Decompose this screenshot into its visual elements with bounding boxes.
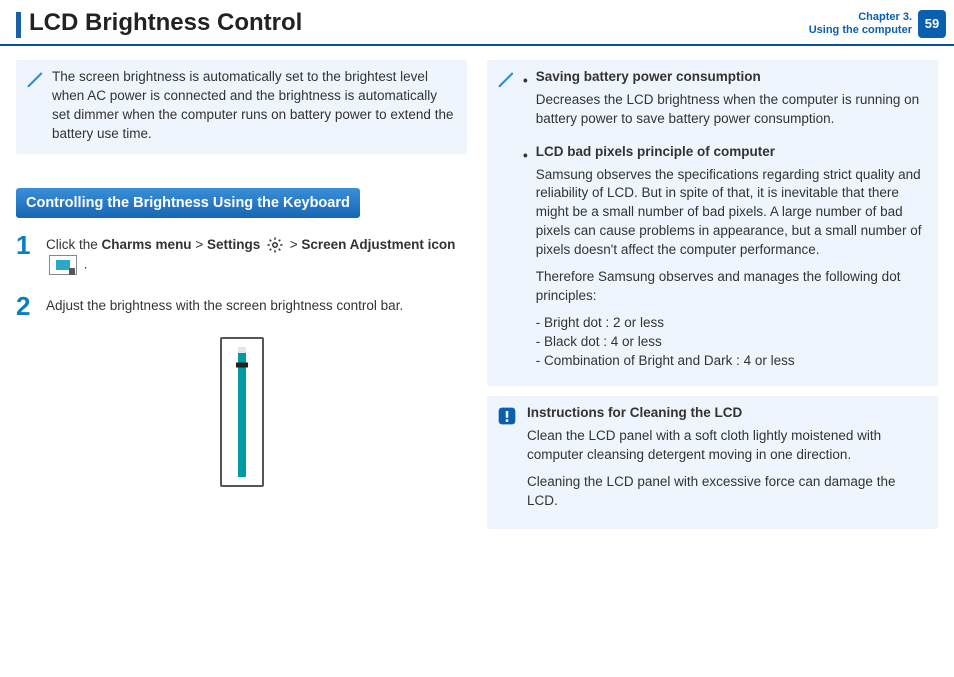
item1-title: Saving battery power consumption: [536, 69, 761, 84]
item2-d3: - Combination of Bright and Dark : 4 or …: [536, 352, 928, 371]
title-accent-bar: [16, 12, 21, 38]
bullet-body: Saving battery power consumption Decreas…: [536, 68, 928, 137]
bullet-body: LCD bad pixels principle of computer Sam…: [536, 143, 928, 371]
warn-body2: Cleaning the LCD panel with excessive fo…: [527, 473, 928, 511]
step-number-1: 1: [16, 232, 36, 275]
step1-post: .: [80, 256, 88, 271]
warn-content: Instructions for Cleaning the LCD Clean …: [527, 404, 928, 518]
item2-body2: Therefore Samsung observes and manages t…: [536, 268, 928, 306]
step1-pre: Click the: [46, 237, 102, 252]
step-2: 2 Adjust the brightness with the screen …: [16, 293, 467, 319]
content-columns: The screen brightness is automatically s…: [0, 46, 954, 529]
right-note-box: • Saving battery power consumption Decre…: [487, 60, 938, 386]
bullet-dot: •: [523, 72, 528, 137]
screen-adjustment-icon: [49, 255, 77, 275]
steps-list: 1 Click the Charms menu > Settings > Scr…: [16, 232, 467, 319]
step-1: 1 Click the Charms menu > Settings > Scr…: [16, 232, 467, 275]
gear-icon: [266, 236, 284, 254]
item2-body1: Samsung observes the specifications rega…: [536, 166, 928, 260]
chapter-line1: Chapter 3.: [809, 11, 912, 24]
warn-body1: Clean the LCD panel with a soft cloth li…: [527, 427, 928, 465]
right-note-content: • Saving battery power consumption Decre…: [523, 68, 928, 376]
note-icon: [26, 70, 44, 144]
step1-screenadj: Screen Adjustment icon: [301, 237, 455, 252]
chapter-block: Chapter 3. Using the computer 59: [809, 10, 946, 38]
right-column: • Saving battery power consumption Decre…: [487, 60, 938, 529]
step1-gt2: >: [286, 237, 301, 252]
bullet-saving-power: • Saving battery power consumption Decre…: [523, 68, 928, 137]
note-icon: [497, 70, 515, 376]
caution-icon: [497, 406, 517, 518]
intro-note-text: The screen brightness is automatically s…: [52, 68, 457, 144]
left-column: The screen brightness is automatically s…: [16, 60, 467, 529]
item1-body: Decreases the LCD brightness when the co…: [536, 91, 928, 129]
bullet-dot: •: [523, 147, 528, 371]
intro-note-box: The screen brightness is automatically s…: [16, 60, 467, 154]
step1-settings: Settings: [207, 237, 260, 252]
step1-charms: Charms menu: [102, 237, 192, 252]
slider-fill: [238, 353, 246, 477]
chapter-text: Chapter 3. Using the computer: [809, 11, 912, 36]
page-header: LCD Brightness Control Chapter 3. Using …: [0, 0, 954, 46]
item2-title: LCD bad pixels principle of computer: [536, 144, 775, 159]
item2-d2: - Black dot : 4 or less: [536, 333, 928, 352]
page-number-badge: 59: [918, 10, 946, 38]
step-2-body: Adjust the brightness with the screen br…: [46, 293, 403, 319]
cleaning-warn-box: Instructions for Cleaning the LCD Clean …: [487, 396, 938, 528]
step-1-body: Click the Charms menu > Settings > Scree…: [46, 232, 467, 275]
brightness-slider[interactable]: [220, 337, 264, 487]
slider-thumb[interactable]: [236, 363, 248, 368]
bullet-bad-pixels: • LCD bad pixels principle of computer S…: [523, 143, 928, 371]
warn-title: Instructions for Cleaning the LCD: [527, 405, 742, 420]
step1-gt1: >: [192, 237, 207, 252]
title-wrap: LCD Brightness Control: [16, 8, 302, 44]
item2-d1: - Bright dot : 2 or less: [536, 314, 928, 333]
page-title: LCD Brightness Control: [29, 6, 302, 40]
chapter-line2: Using the computer: [809, 24, 912, 37]
section-heading: Controlling the Brightness Using the Key…: [16, 188, 360, 218]
step-number-2: 2: [16, 293, 36, 319]
